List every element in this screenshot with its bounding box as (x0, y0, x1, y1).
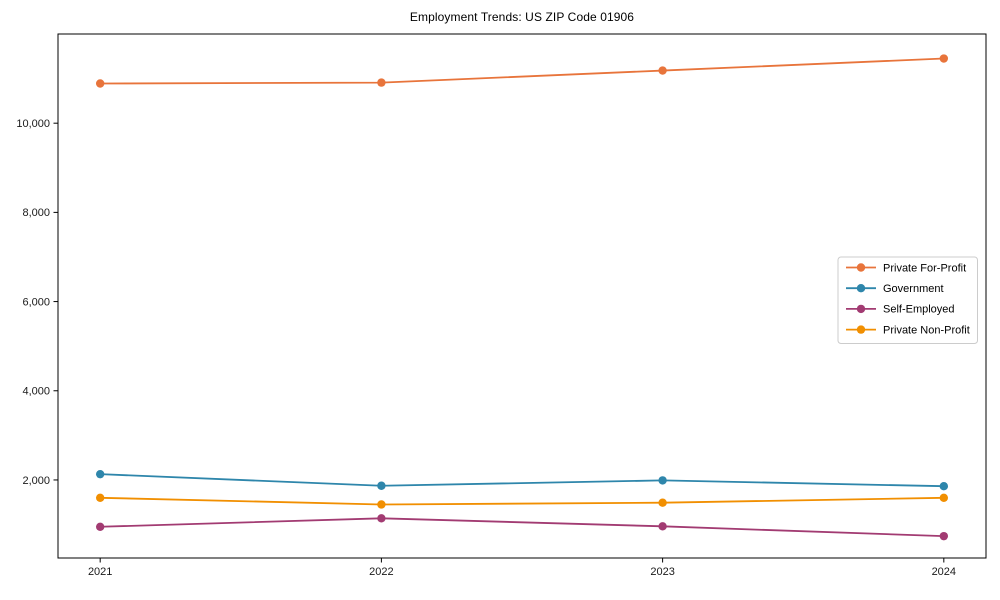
data-point (939, 531, 949, 541)
data-point (377, 481, 386, 490)
axes-frame (57, 33, 987, 559)
data-point (658, 522, 667, 531)
data-point (95, 493, 105, 502)
data-point (658, 498, 667, 507)
data-point (939, 482, 949, 491)
legend-item: Self-Employed (846, 304, 955, 316)
data-point (95, 79, 105, 88)
y-tick-label: 4,000 (22, 386, 50, 398)
y-axis: 2,000 4,000 6,000 8,000 10,000 (16, 118, 58, 487)
data-point (939, 54, 949, 63)
data-point (95, 522, 105, 531)
x-tick-label: 2024 (932, 566, 956, 578)
legend-label: Private For-Profit (883, 262, 966, 274)
series-line (100, 517, 944, 538)
legend-label: Self-Employed (883, 304, 955, 316)
data-point (377, 514, 386, 523)
series-line (100, 496, 944, 506)
series-government (95, 469, 949, 491)
data-point (377, 500, 386, 509)
y-tick-label: 10,000 (16, 118, 50, 130)
legend-item: Private For-Profit (846, 262, 966, 274)
series-line (100, 57, 944, 85)
data-point (658, 476, 667, 485)
series-private-non-profit (95, 493, 949, 509)
legend-label: Private Non-Profit (883, 324, 970, 336)
y-tick-label: 8,000 (22, 207, 50, 219)
data-point (939, 493, 949, 502)
legend-item: Government (846, 283, 944, 295)
series-private-for-profit (95, 54, 949, 88)
data-point (377, 78, 386, 87)
series-self-employed (95, 514, 949, 541)
data-point (95, 469, 105, 479)
y-tick-label: 2,000 (22, 475, 50, 487)
legend-swatch-marker (856, 325, 866, 334)
legend-item: Private Non-Profit (846, 324, 970, 336)
legend-swatch-marker (856, 304, 866, 314)
legend-label: Government (883, 283, 944, 295)
x-tick-label: 2023 (650, 566, 674, 578)
x-tick-label: 2021 (88, 566, 112, 578)
series-line (100, 473, 944, 488)
legend: Private For-Profit Government Self-Employe… (837, 256, 978, 344)
legend-box (837, 256, 978, 344)
chart-title: Employment Trends: US ZIP Code 01906 (409, 10, 635, 24)
data-point (658, 66, 667, 75)
y-tick-label: 6,000 (22, 296, 50, 308)
x-tick-label: 2022 (369, 566, 393, 578)
x-axis: 2021 2022 2023 2024 (88, 558, 956, 578)
legend-swatch-marker (856, 284, 866, 293)
legend-swatch-marker (856, 263, 866, 272)
